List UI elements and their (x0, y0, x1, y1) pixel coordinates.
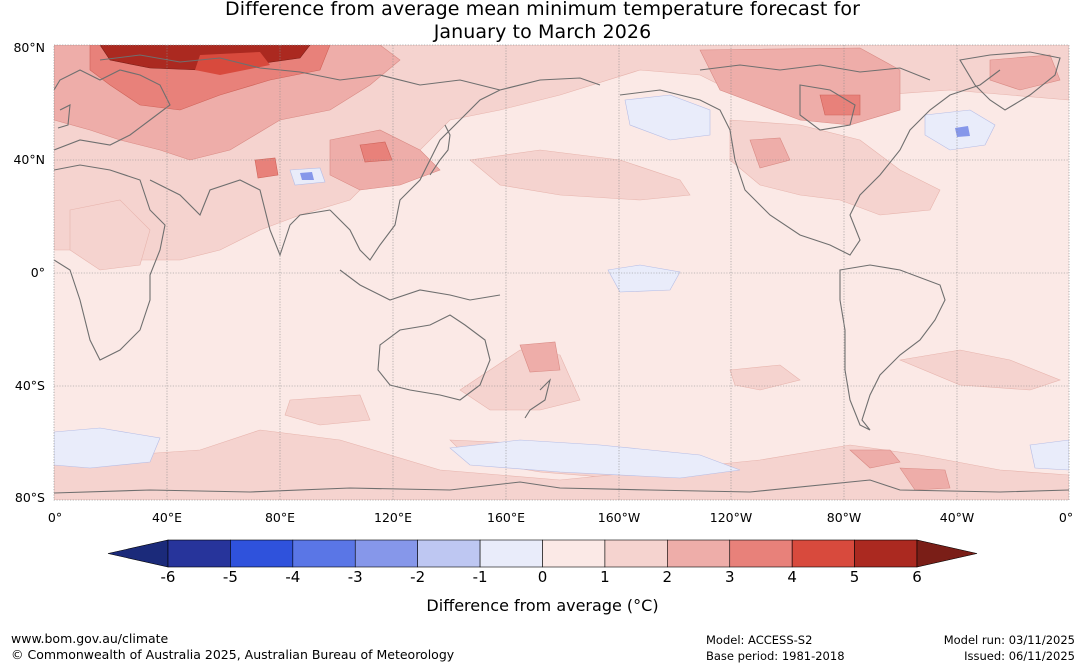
footer-model-run: Model run: 03/11/2025 (943, 633, 1075, 647)
anomaly-south-indian (284, 394, 371, 426)
colorbar-title: Difference from average (°C) (426, 596, 659, 615)
colorbar-segment (667, 539, 731, 568)
coast-antarctica (54, 479, 1069, 494)
anomaly-eq-pacific (519, 341, 561, 373)
anomaly-south-ocean-atlantic (1029, 439, 1069, 471)
footer-base-period: Base period: 1981-2018 (706, 649, 845, 663)
anomaly-north-pacific (469, 149, 691, 201)
anomaly-greenland-east (989, 54, 1061, 91)
colorbar-tick-label: 3 (724, 568, 735, 586)
lat-label-40n: 40°N (13, 152, 45, 167)
colorbar-segment (417, 539, 481, 568)
anomaly-south-ocean-indian (54, 427, 161, 469)
lon-label-0-west: 0° (47, 510, 63, 525)
colorbar-tick-label: 0 (537, 568, 548, 586)
anomaly-us-central (749, 137, 791, 169)
footer-copyright: © Commonwealth of Australia 2025, Austra… (11, 647, 455, 662)
colorbar-tick-label: 2 (662, 568, 673, 586)
lat-label-40s: 40°S (14, 378, 45, 393)
colorbar-segment (729, 539, 793, 568)
coast-africa (54, 164, 166, 361)
coast-hudson-bay (799, 84, 856, 131)
lon-label-80w: 80°W (826, 510, 862, 525)
colorbar-tick-label: 6 (912, 568, 922, 586)
lon-label-40e: 40°E (151, 510, 183, 525)
colorbar-segment (854, 539, 918, 568)
anomaly-africa-east (69, 199, 151, 271)
colorbar-tick-label: 4 (787, 568, 797, 586)
coast-arctic-canada (699, 64, 931, 81)
coast-japan (429, 124, 451, 176)
coastlines (54, 51, 1069, 494)
coast-arabia-india (149, 179, 331, 257)
anomaly-patagonia-south (899, 467, 951, 491)
colorbar-tick-label: 1 (600, 568, 610, 586)
lon-label-160w: 160°W (597, 510, 641, 525)
map-frame (53, 44, 1070, 501)
footer-model: Model: ACCESS-S2 (706, 633, 813, 647)
anomaly-tibet-cold-core (300, 172, 314, 180)
forecast-map (53, 44, 1070, 501)
coast-south-america (839, 264, 946, 431)
colorbar-segment (791, 539, 855, 568)
coast-north-america (619, 69, 1001, 256)
lon-label-160e: 160°E (486, 510, 526, 525)
colorbar-segment (230, 539, 294, 568)
colorbar-tick-label: -2 (410, 568, 426, 586)
anomaly-south-america (898, 349, 1061, 391)
lat-label-80s: 80°S (14, 490, 45, 505)
footer-issued: Issued: 06/11/2025 (964, 649, 1075, 663)
lon-label-120e: 120°E (373, 510, 413, 525)
lon-label-120w: 120°W (709, 510, 753, 525)
title-line-2: January to March 2026 (433, 21, 652, 43)
anomaly-antarctic-belt (54, 429, 1069, 500)
colorbar-segment (604, 539, 668, 568)
coast-europe (54, 69, 171, 151)
colorbar-tick-label: -5 (222, 568, 238, 586)
graticule (54, 45, 1069, 500)
anomaly-atlantic-cold-core (955, 126, 970, 137)
title-line-1: Difference from average mean minimum tem… (224, 0, 861, 20)
anomaly-south-ocean-pacific (449, 439, 741, 479)
colorbar-extend-low (107, 539, 169, 568)
colorbar-extend-high (916, 539, 978, 568)
colorbar-segment (292, 539, 356, 568)
footer-website[interactable]: www.bom.gov.au/climate (11, 631, 169, 646)
anomaly-arctic-hotspot (195, 52, 270, 75)
colorbar-tick-label: -1 (472, 568, 488, 586)
lon-label-40w: 40°W (939, 510, 975, 525)
colorbar-segment (479, 539, 543, 568)
coast-new-zealand (524, 378, 552, 419)
coast-uk (57, 104, 71, 129)
coast-greenland (959, 51, 1061, 111)
lat-label-0: 0° (30, 265, 45, 280)
colorbar-tick-label: -4 (285, 568, 301, 586)
anomaly-south-atlantic (729, 364, 801, 391)
coast-arctic-russia (99, 54, 501, 91)
anomaly-eq-pacific-cool (607, 264, 681, 293)
lon-label-0-east: 0° (1058, 510, 1074, 525)
colorbar-tick-label: -3 (347, 568, 363, 586)
chart-title: Difference from average mean minimum tem… (0, 0, 1085, 44)
anomaly-chile (849, 449, 901, 469)
colorbar-segment (167, 539, 231, 568)
coast-east-asia (329, 77, 601, 261)
anomaly-gulf-of-alaska (624, 94, 711, 141)
lon-label-80e: 80°E (264, 510, 296, 525)
coast-australia (377, 314, 491, 401)
colorbar-segment (542, 539, 606, 568)
colorbar-segment (354, 539, 418, 568)
anomaly-hudson (819, 94, 861, 116)
lat-label-80n: 80°N (13, 40, 45, 55)
coast-indonesia (339, 269, 501, 301)
anomaly-regions (54, 45, 1069, 500)
anomaly-tibet (254, 157, 279, 179)
colorbar-tick-label: -6 (160, 568, 176, 586)
colorbar-tick-label: 5 (849, 568, 860, 586)
